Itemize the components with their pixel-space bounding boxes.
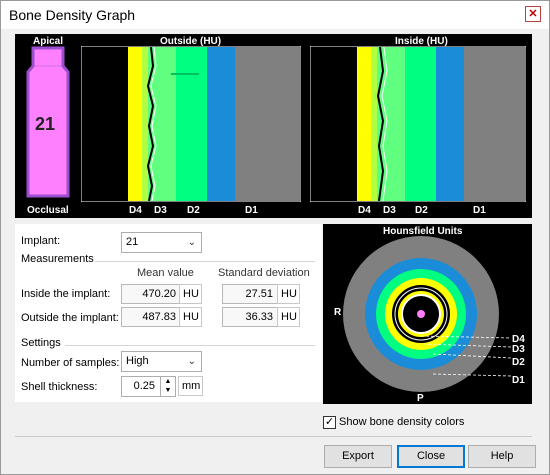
inside-tick-d3: D3 xyxy=(383,205,396,216)
close-icon[interactable]: ✕ xyxy=(525,6,541,22)
hu-level-d3: D3 xyxy=(512,344,525,355)
samples-select-value: High xyxy=(126,355,149,367)
spinner-buttons: ▲ ▼ xyxy=(160,377,175,396)
hounsfield-panel: Hounsfield Units R P D4 D3 D2 D1 xyxy=(323,224,532,404)
p-axis-label: P xyxy=(417,393,424,404)
measurements-divider xyxy=(95,261,315,262)
outside-mean-unit: HU xyxy=(179,307,202,327)
hounsfield-title: Hounsfield Units xyxy=(383,226,463,237)
shell-thickness-label: Shell thickness: xyxy=(21,381,98,393)
implant-select[interactable]: 21 ⌄ xyxy=(121,232,202,253)
shell-thickness-unit: mm xyxy=(178,376,203,396)
occlusal-label: Occlusal xyxy=(27,205,69,216)
title-bar: Bone Density Graph ✕ xyxy=(1,1,549,29)
inside-std-unit: HU xyxy=(277,284,300,304)
inside-std-field: 27.51 xyxy=(222,284,278,304)
hu-level-d1: D1 xyxy=(512,375,525,386)
measurement-panel: Implant: 21 ⌄ Measurements Mean value St… xyxy=(15,224,322,402)
outside-header: Outside (HU) xyxy=(160,36,222,47)
inside-density-chart xyxy=(310,46,526,202)
settings-divider xyxy=(65,345,315,346)
show-colors-checkbox[interactable]: ✓ xyxy=(323,416,336,429)
inside-implant-label: Inside the implant: xyxy=(21,288,111,300)
spin-down-icon[interactable]: ▼ xyxy=(164,387,172,394)
export-button[interactable]: Export xyxy=(324,445,392,468)
shell-thickness-spinner[interactable]: 0.25 ▲ ▼ xyxy=(121,376,176,397)
chevron-down-icon: ⌄ xyxy=(187,237,196,248)
shell-thickness-value: 0.25 xyxy=(133,380,155,392)
hu-level-d4: D4 xyxy=(512,334,525,345)
outside-density-chart xyxy=(81,46,301,202)
outside-tick-d3: D3 xyxy=(154,205,167,216)
apical-label: Apical xyxy=(33,36,64,47)
samples-label: Number of samples: xyxy=(21,357,120,369)
inside-header: Inside (HU) xyxy=(395,36,448,47)
inside-mean-unit: HU xyxy=(179,284,202,304)
r-axis-label: R xyxy=(334,307,342,318)
measurements-group-label: Measurements xyxy=(21,253,94,265)
implant-image xyxy=(26,46,70,198)
outside-tick-d4: D4 xyxy=(129,205,142,216)
implant-number-label: 21 xyxy=(35,114,56,134)
footer-divider xyxy=(15,436,532,437)
outside-implant-label: Outside the implant: xyxy=(21,312,119,324)
show-colors-label[interactable]: Show bone density colors xyxy=(339,416,465,428)
outside-std-unit: HU xyxy=(277,307,300,327)
window-title: Bone Density Graph xyxy=(9,7,136,23)
chevron-down-icon: ⌄ xyxy=(187,356,196,367)
implant-label: Implant: xyxy=(21,235,61,247)
samples-select[interactable]: High ⌄ xyxy=(121,351,202,372)
std-deviation-header: Standard deviation xyxy=(218,267,310,279)
close-button[interactable]: Close xyxy=(397,445,465,468)
inside-tick-d1: D1 xyxy=(473,205,486,216)
outside-mean-field: 487.83 xyxy=(121,307,181,327)
inside-tick-d4: D4 xyxy=(358,205,371,216)
help-button[interactable]: Help xyxy=(468,445,536,468)
outside-tick-d1: D1 xyxy=(245,205,258,216)
implant-select-value: 21 xyxy=(126,236,139,248)
spin-up-icon[interactable]: ▲ xyxy=(164,378,172,385)
outside-tick-d2: D2 xyxy=(187,205,200,216)
settings-group-label: Settings xyxy=(21,337,61,349)
inside-mean-field: 470.20 xyxy=(121,284,181,304)
inside-tick-d2: D2 xyxy=(415,205,428,216)
mean-value-header: Mean value xyxy=(137,267,194,279)
outside-std-field: 36.33 xyxy=(222,307,278,327)
hu-level-d2: D2 xyxy=(512,357,525,368)
hounsfield-ring-diagram xyxy=(343,236,512,392)
density-graph-area: Apical 21 Occlusal Outside (HU) D4 D3 D2… xyxy=(15,34,532,218)
